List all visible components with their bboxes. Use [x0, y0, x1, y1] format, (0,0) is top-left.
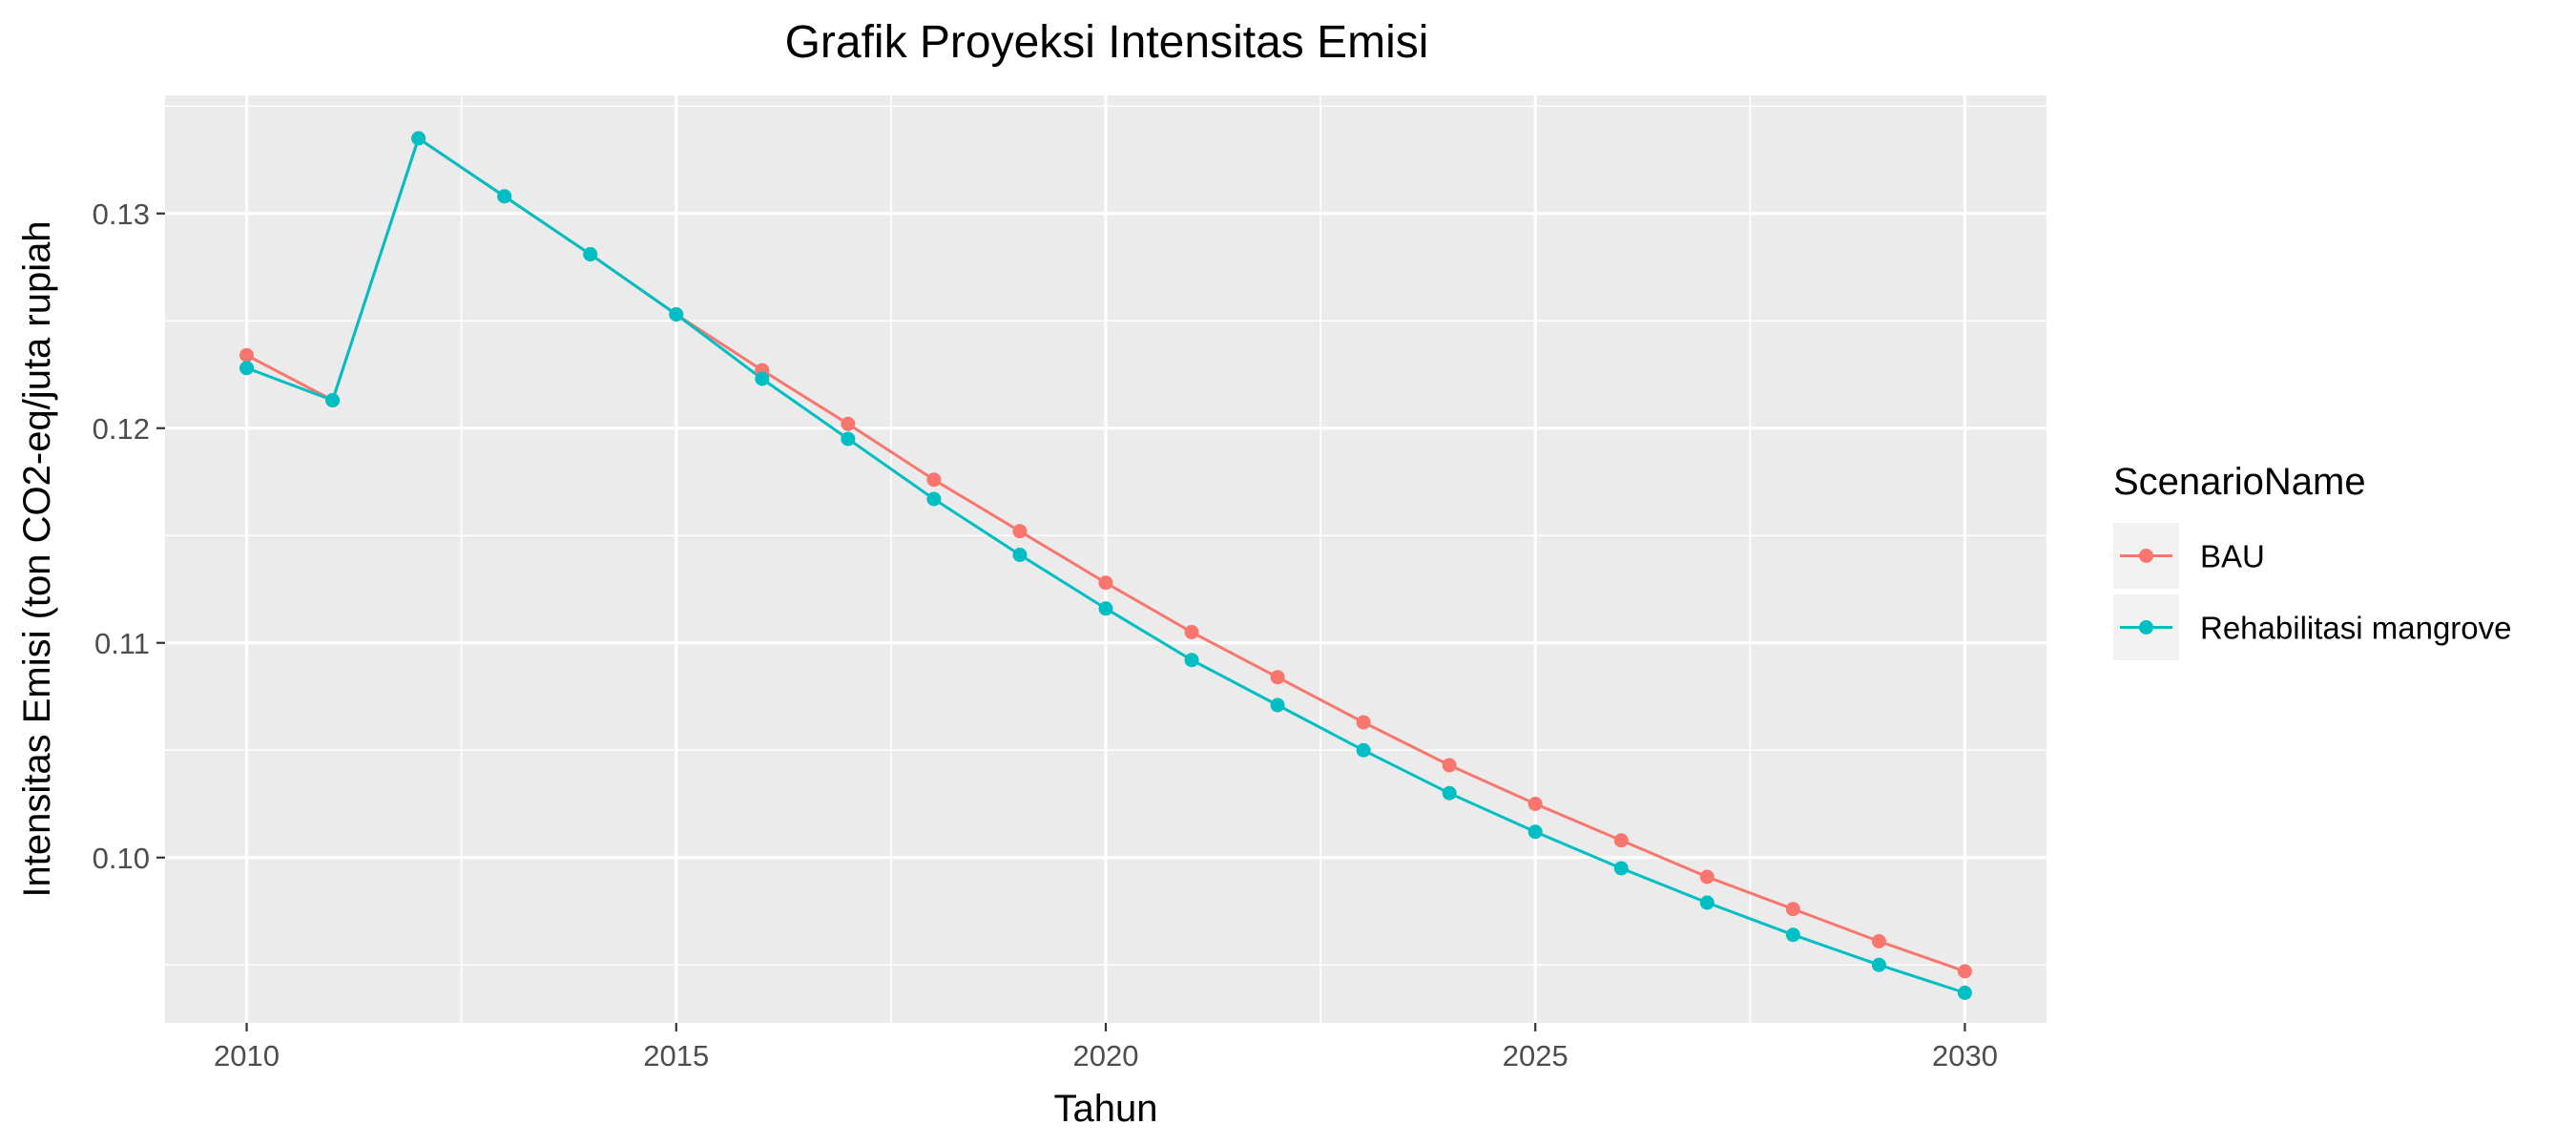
- data-point-0-9: [1012, 524, 1028, 539]
- data-point-1-20: [1957, 986, 1972, 1000]
- data-point-1-5: [669, 307, 684, 322]
- x-tick-label: 2010: [214, 1039, 280, 1072]
- data-point-0-17: [1699, 869, 1714, 885]
- data-point-1-4: [583, 247, 598, 261]
- data-point-1-8: [926, 491, 942, 507]
- x-axis: 2010 2015 2020 2025 2030: [214, 1023, 1998, 1072]
- data-point-1-11: [1184, 653, 1199, 668]
- data-point-1-12: [1270, 697, 1285, 713]
- data-point-0-18: [1785, 902, 1800, 917]
- legend-key-point-0: [2139, 549, 2153, 563]
- data-point-1-6: [755, 371, 770, 386]
- legend-label-1: Rehabilitasi mangrove: [2200, 611, 2512, 646]
- legend-title: ScenarioName: [2113, 461, 2366, 503]
- series-points: [239, 131, 1972, 1000]
- data-point-0-7: [841, 416, 856, 431]
- data-point-0-8: [926, 472, 942, 488]
- data-point-1-0: [239, 361, 255, 376]
- data-point-1-9: [1012, 548, 1028, 562]
- data-point-1-10: [1098, 601, 1113, 616]
- x-tick-label: 2025: [1503, 1039, 1568, 1072]
- y-tick-label: 0.13: [93, 198, 150, 231]
- x-axis-title: Tahun: [1054, 1088, 1158, 1130]
- data-point-0-15: [1527, 797, 1543, 811]
- data-point-1-18: [1785, 927, 1800, 943]
- data-point-1-17: [1699, 895, 1714, 910]
- data-point-1-1: [325, 393, 341, 407]
- data-point-1-2: [411, 131, 426, 146]
- data-point-0-19: [1871, 934, 1886, 948]
- data-point-1-16: [1613, 861, 1629, 876]
- data-point-0-16: [1613, 833, 1629, 848]
- y-axis: 0.10 0.11 0.12 0.13: [93, 198, 165, 875]
- y-tick-label: 0.11: [94, 627, 150, 660]
- data-point-1-19: [1871, 957, 1886, 972]
- x-tick-label: 2015: [643, 1039, 709, 1072]
- data-point-1-13: [1356, 742, 1371, 758]
- legend-key-point-1: [2139, 620, 2153, 635]
- y-tick-label: 0.12: [93, 412, 150, 446]
- data-point-1-14: [1442, 785, 1457, 801]
- data-point-0-12: [1270, 670, 1285, 685]
- legend: ScenarioName BAU Rehabilitasi mangrove: [2113, 461, 2512, 660]
- legend-label-0: BAU: [2200, 539, 2265, 574]
- data-point-0-11: [1184, 625, 1199, 639]
- data-point-1-15: [1527, 824, 1543, 840]
- chart-title: Grafik Proyeksi Intensitas Emisi: [785, 17, 1429, 68]
- data-point-1-3: [497, 189, 512, 204]
- data-point-1-7: [841, 431, 856, 447]
- data-point-0-0: [239, 347, 255, 363]
- data-point-0-10: [1098, 575, 1113, 591]
- x-tick-label: 2030: [1932, 1039, 1998, 1072]
- major-gridlines: [165, 95, 2046, 1023]
- x-tick-label: 2020: [1073, 1039, 1139, 1072]
- y-tick-label: 0.10: [93, 842, 150, 875]
- y-axis-title: Intensitas Emisi (ton CO2-eq/juta rupiah: [16, 220, 58, 897]
- data-point-0-13: [1356, 715, 1371, 730]
- data-point-0-14: [1442, 758, 1457, 773]
- data-point-0-20: [1957, 964, 1972, 979]
